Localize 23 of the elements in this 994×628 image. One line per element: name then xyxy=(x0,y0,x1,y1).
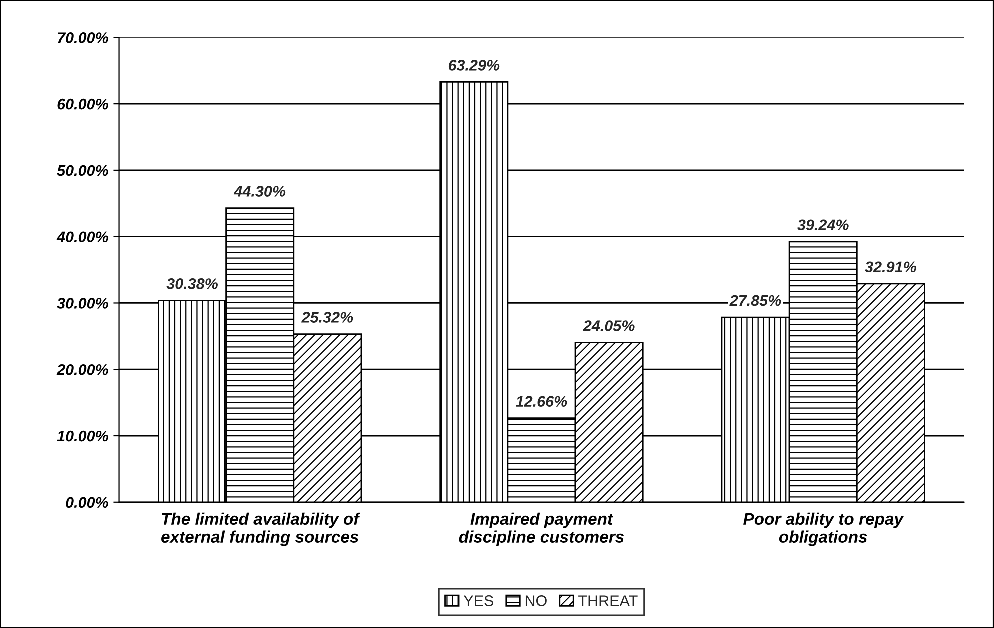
data-label: 12.66% xyxy=(516,396,568,407)
y-tick-label: 10.00% xyxy=(57,430,108,442)
y-tick-label: 50.00% xyxy=(57,165,108,176)
data-label: 39.24% xyxy=(798,220,849,231)
legend-label: YES xyxy=(464,596,494,606)
data-label: 30.38% xyxy=(166,278,218,290)
y-tick-label: 0.00% xyxy=(66,497,108,508)
data-label: 44.30% xyxy=(234,186,286,197)
data-label: 27.85% xyxy=(730,295,782,306)
data-label: 32.91% xyxy=(865,262,916,273)
legend-label: THREAT xyxy=(578,596,638,606)
x-tick-label: Poor ability to repay obligations xyxy=(744,512,904,546)
y-tick-label: 70.00% xyxy=(58,32,108,44)
y-tick-label: 40.00% xyxy=(56,232,108,243)
data-label: 24.05% xyxy=(583,320,635,332)
y-tick-label: 30.00% xyxy=(57,298,108,309)
data-label: 25.32% xyxy=(302,312,354,323)
x-tick-label: Impaired payment discipline customers xyxy=(459,512,624,546)
data-label: 63.29% xyxy=(448,60,500,71)
legend-label: NO xyxy=(526,596,547,606)
x-tick-label: The limited availability of external funding sources xyxy=(162,512,361,546)
y-tick-label: 60.00% xyxy=(58,98,108,110)
y-tick-label: 20.00% xyxy=(56,364,108,376)
